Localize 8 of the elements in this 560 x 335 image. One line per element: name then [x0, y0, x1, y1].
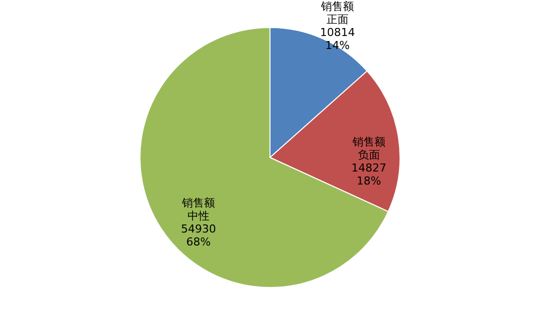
text: 销售额 — [182, 196, 215, 210]
data-label: 54930 68% — [180, 222, 216, 248]
data-label: 14827 18% — [351, 162, 386, 188]
text: 销售额 — [321, 0, 354, 13]
slice-label: 中性 — [187, 209, 210, 222]
slice-label: 正面 — [326, 12, 349, 26]
slice-label: 负面 — [358, 148, 380, 162]
slice-label: 销售额 — [351, 136, 386, 149]
